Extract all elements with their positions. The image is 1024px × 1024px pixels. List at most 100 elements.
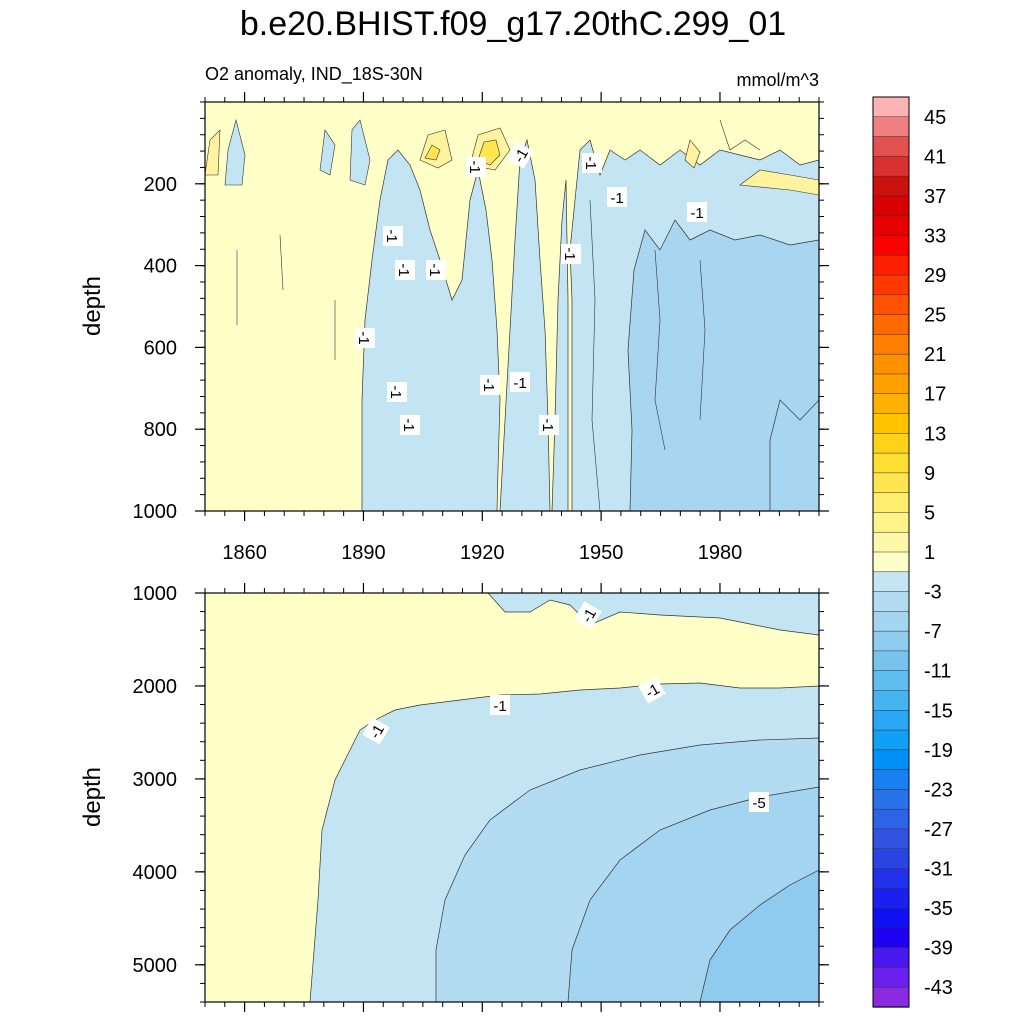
x-tick-label: 1980 xyxy=(698,542,743,564)
colorbar-tick-label: 41 xyxy=(924,146,946,168)
colorbar-tick-label: 21 xyxy=(924,344,946,366)
colorbar-swatch xyxy=(872,789,910,810)
colorbar-swatch xyxy=(872,729,910,751)
lower-contour-label: -1 xyxy=(574,601,602,629)
colorbar-swatch xyxy=(872,690,910,711)
colorbar-frame xyxy=(872,96,910,1008)
upper-contour-label: -1 xyxy=(387,382,407,402)
colorbar-swatch xyxy=(872,769,910,791)
upper-contour-lines xyxy=(236,119,761,511)
y-tick-label: 3000 xyxy=(133,769,178,791)
subtitle-left: O2 anomaly, IND_18S-30N xyxy=(205,64,423,85)
upper-contour-label-text: -1 xyxy=(610,190,623,207)
upper-contour-label-bg xyxy=(355,328,375,348)
colorbar-tick-label: -27 xyxy=(924,819,953,841)
upper-near-surface-blue xyxy=(224,118,371,186)
colorbar-swatch xyxy=(872,650,910,672)
upper-contour-label-bg xyxy=(387,382,407,402)
colorbar-swatch xyxy=(872,255,910,276)
colorbar-tick-label: -7 xyxy=(924,621,942,643)
colorbar-tick-label: -31 xyxy=(924,859,953,881)
upper-frame xyxy=(204,101,820,512)
upper-contour-label-text: -1 xyxy=(395,263,412,276)
lower-contour-label-text: -5 xyxy=(752,795,765,812)
units-label: mmol/m^3 xyxy=(737,70,819,90)
colorbar-swatch xyxy=(872,116,910,138)
upper-contour-label-bg xyxy=(383,226,403,246)
upper-contour-label-text: -1 xyxy=(561,247,578,260)
upper-contour-label: -1 xyxy=(687,202,707,222)
upper-contour-label: -1 xyxy=(480,375,500,395)
upper-contour-label-text: -1 xyxy=(355,331,372,344)
lower-contour-label: -5 xyxy=(749,792,769,812)
colorbar-swatch xyxy=(872,828,910,850)
upper-contour-label-text: -1 xyxy=(539,418,556,431)
lower-upper-negative-band xyxy=(487,593,819,636)
upper-contour-label-bg xyxy=(395,260,415,280)
colorbar-swatch xyxy=(872,353,910,375)
colorbar-tick-label: 29 xyxy=(924,265,946,287)
colorbar-tick-label: -35 xyxy=(924,898,953,920)
upper-negative-region-mid xyxy=(499,138,551,511)
lower-panel xyxy=(205,593,819,1002)
colorbar-tick-label: 1 xyxy=(924,542,935,564)
colorbar-tick-label: -23 xyxy=(924,779,953,801)
colorbar-swatch xyxy=(872,452,910,474)
upper-contour-label-bg xyxy=(400,415,420,435)
upper-contour-label-bg xyxy=(510,372,530,392)
colorbar-swatch xyxy=(872,749,910,771)
upper-contour-label: -1 xyxy=(400,415,420,435)
colorbar-swatch xyxy=(872,294,910,316)
x-tick-label: 1920 xyxy=(460,542,505,564)
colorbar-swatch xyxy=(872,195,910,217)
colorbar-swatch xyxy=(872,611,910,632)
colorbar-swatch xyxy=(872,571,910,593)
lower-contour-label: -1 xyxy=(490,695,510,715)
upper-contour-label: -1 xyxy=(395,260,415,280)
axis-ticks: 1860 1890 1920 1950 1980 200 400 600 800 1000 1000… xyxy=(133,92,829,1012)
upper-contour-label: -1 xyxy=(355,328,375,348)
colorbar-swatch xyxy=(872,235,910,256)
colorbar-swatch xyxy=(872,433,910,454)
upper-contour-label-text: -1 xyxy=(466,160,483,173)
colorbar-swatch xyxy=(872,591,910,612)
upper-contour-label-text: -1 xyxy=(387,385,404,398)
upper-contour-label-bg xyxy=(561,244,581,264)
upper-y-axis-label: depth xyxy=(79,276,106,336)
colorbar-swatch xyxy=(872,215,910,237)
colorbar-swatch xyxy=(872,710,910,731)
y-tick-label: 1000 xyxy=(133,501,178,523)
upper-contour-label-text: -1 xyxy=(480,378,497,391)
upper-contour-label: -1 xyxy=(510,372,530,392)
colorbar-swatch xyxy=(872,808,910,830)
lower-contour-label-text: -1 xyxy=(493,698,506,715)
colorbar-swatch xyxy=(872,947,910,969)
y-tick-label: 400 xyxy=(144,256,177,278)
colorbar-swatch xyxy=(872,136,910,157)
colorbar-swatch xyxy=(872,413,910,434)
colorbar-tick-label: -15 xyxy=(924,700,953,722)
colorbar-tick-label: -3 xyxy=(924,582,942,604)
upper-contour-label-bg xyxy=(506,141,534,169)
y-tick-label: 200 xyxy=(144,174,177,196)
y-tick-label: 5000 xyxy=(133,955,178,977)
upper-contour-label: -1 xyxy=(561,244,581,264)
colorbar-tick-label: -11 xyxy=(924,661,951,683)
colorbar-tick-label: 9 xyxy=(924,463,935,485)
y-tick-label: 4000 xyxy=(133,862,178,884)
x-tick-label: 1860 xyxy=(222,542,267,564)
x-tick-label: 1890 xyxy=(341,542,386,564)
colorbar-swatch xyxy=(872,472,910,494)
colorbar-swatch xyxy=(872,334,910,355)
upper-deeper-negative-region-2 xyxy=(769,399,819,511)
lower-contour-label: -1 xyxy=(638,676,666,704)
upper-contour-label-text: -1 xyxy=(426,263,443,276)
upper-contour-label-text: -1 xyxy=(383,229,400,242)
colorbar-swatch xyxy=(872,492,910,514)
colorbar-tick-label: 37 xyxy=(924,186,946,208)
upper-contour-label-bg xyxy=(582,153,602,173)
colorbar-swatch xyxy=(872,888,910,909)
upper-contour-label-bg xyxy=(687,202,707,222)
colorbar-swatch xyxy=(872,927,910,949)
lower-deeper-region-3 xyxy=(699,869,819,1002)
